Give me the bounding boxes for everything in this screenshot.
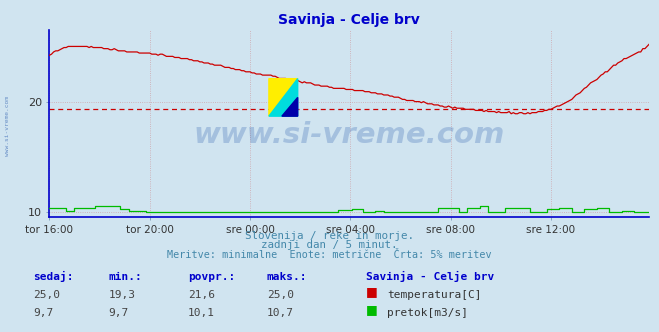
Title: Savinja - Celje brv: Savinja - Celje brv bbox=[278, 13, 420, 27]
Text: Savinja - Celje brv: Savinja - Celje brv bbox=[366, 271, 494, 282]
Polygon shape bbox=[269, 79, 298, 116]
Text: Slovenija / reke in morje.: Slovenija / reke in morje. bbox=[245, 231, 414, 241]
Text: povpr.:: povpr.: bbox=[188, 272, 235, 282]
Text: sedaj:: sedaj: bbox=[33, 271, 73, 282]
Text: 25,0: 25,0 bbox=[267, 290, 294, 300]
Text: www.si-vreme.com: www.si-vreme.com bbox=[5, 96, 10, 156]
Polygon shape bbox=[269, 79, 298, 116]
Text: pretok[m3/s]: pretok[m3/s] bbox=[387, 308, 469, 318]
Text: 10,7: 10,7 bbox=[267, 308, 294, 318]
Text: maks.:: maks.: bbox=[267, 272, 307, 282]
Text: 9,7: 9,7 bbox=[33, 308, 53, 318]
Text: www.si-vreme.com: www.si-vreme.com bbox=[194, 121, 505, 149]
Text: ■: ■ bbox=[366, 285, 378, 298]
Text: 10,1: 10,1 bbox=[188, 308, 215, 318]
Text: 21,6: 21,6 bbox=[188, 290, 215, 300]
Text: zadnji dan / 5 minut.: zadnji dan / 5 minut. bbox=[261, 240, 398, 250]
Text: 9,7: 9,7 bbox=[109, 308, 129, 318]
Text: min.:: min.: bbox=[109, 272, 142, 282]
Text: temperatura[C]: temperatura[C] bbox=[387, 290, 482, 300]
Polygon shape bbox=[282, 97, 298, 116]
Text: 25,0: 25,0 bbox=[33, 290, 60, 300]
Text: ■: ■ bbox=[366, 303, 378, 316]
Text: Meritve: minimalne  Enote: metrične  Črta: 5% meritev: Meritve: minimalne Enote: metrične Črta:… bbox=[167, 250, 492, 260]
Text: 19,3: 19,3 bbox=[109, 290, 136, 300]
